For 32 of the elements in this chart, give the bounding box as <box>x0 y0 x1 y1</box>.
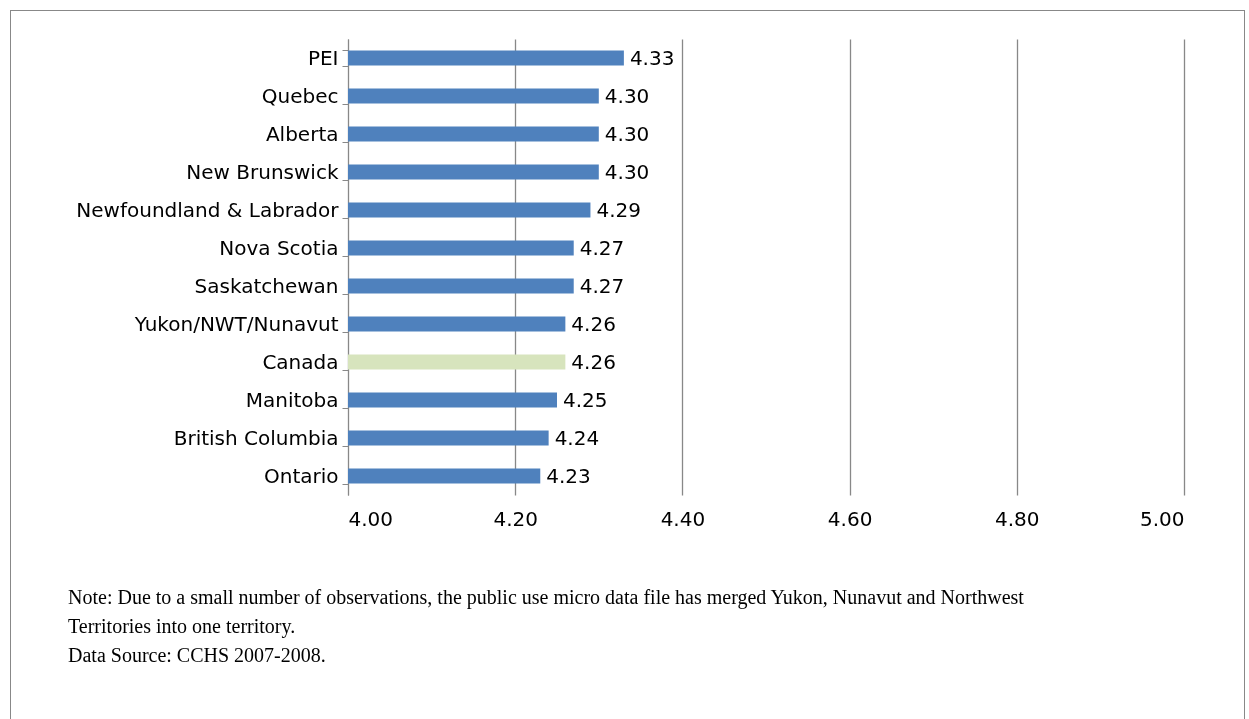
data-label: 4.26 <box>571 350 616 374</box>
x-tick-label: 5.00 <box>1139 506 1185 531</box>
y-tick-label: Alberta <box>265 121 339 146</box>
y-tick-label: Saskatchewan <box>194 273 339 298</box>
y-tick-label: Manitoba <box>245 387 339 412</box>
data-label: 4.30 <box>604 160 650 184</box>
data-label: 4.23 <box>546 464 591 488</box>
y-tick-label: British Columbia <box>173 425 339 450</box>
data-label: 4.27 <box>579 274 625 298</box>
x-tick-label: 4.60 <box>827 506 873 531</box>
x-tick-label: 4.40 <box>660 506 706 531</box>
data-label: 4.27 <box>579 236 625 260</box>
source-note: Data Source: CCHS 2007-2008. <box>68 643 327 668</box>
y-tick-label: Newfoundland & Labrador <box>76 197 340 222</box>
y-tick-label: PEI <box>307 45 339 70</box>
text: Note: Due to a small number of observations, the public use micro data file has merged Yukon, Nunavut and Northwest Territories into one territory. <box>68 585 1025 640</box>
y-tick-label: Quebec <box>261 83 339 108</box>
data-label: 4.30 <box>604 84 650 108</box>
data-label: 4.29 <box>596 198 641 222</box>
data-label: 4.26 <box>571 312 616 336</box>
x-tick-label: 4.20 <box>493 506 538 531</box>
data-label: 4.33 <box>629 46 675 70</box>
data-label: 4.25 <box>563 388 608 412</box>
x-tick-label: 4.80 <box>995 506 1040 531</box>
data-label: 4.24 <box>554 426 600 450</box>
y-tick-label: Ontario <box>263 463 339 488</box>
data-label: 4.30 <box>604 122 650 146</box>
x-tick-label: 4.00 <box>348 506 394 531</box>
y-tick-label: Canada <box>262 349 339 374</box>
y-tick-label: New Brunswick <box>186 159 339 184</box>
y-tick-label: Yukon/NWT/Nunavut <box>133 311 339 336</box>
y-tick-label: Nova Scotia <box>219 235 339 260</box>
